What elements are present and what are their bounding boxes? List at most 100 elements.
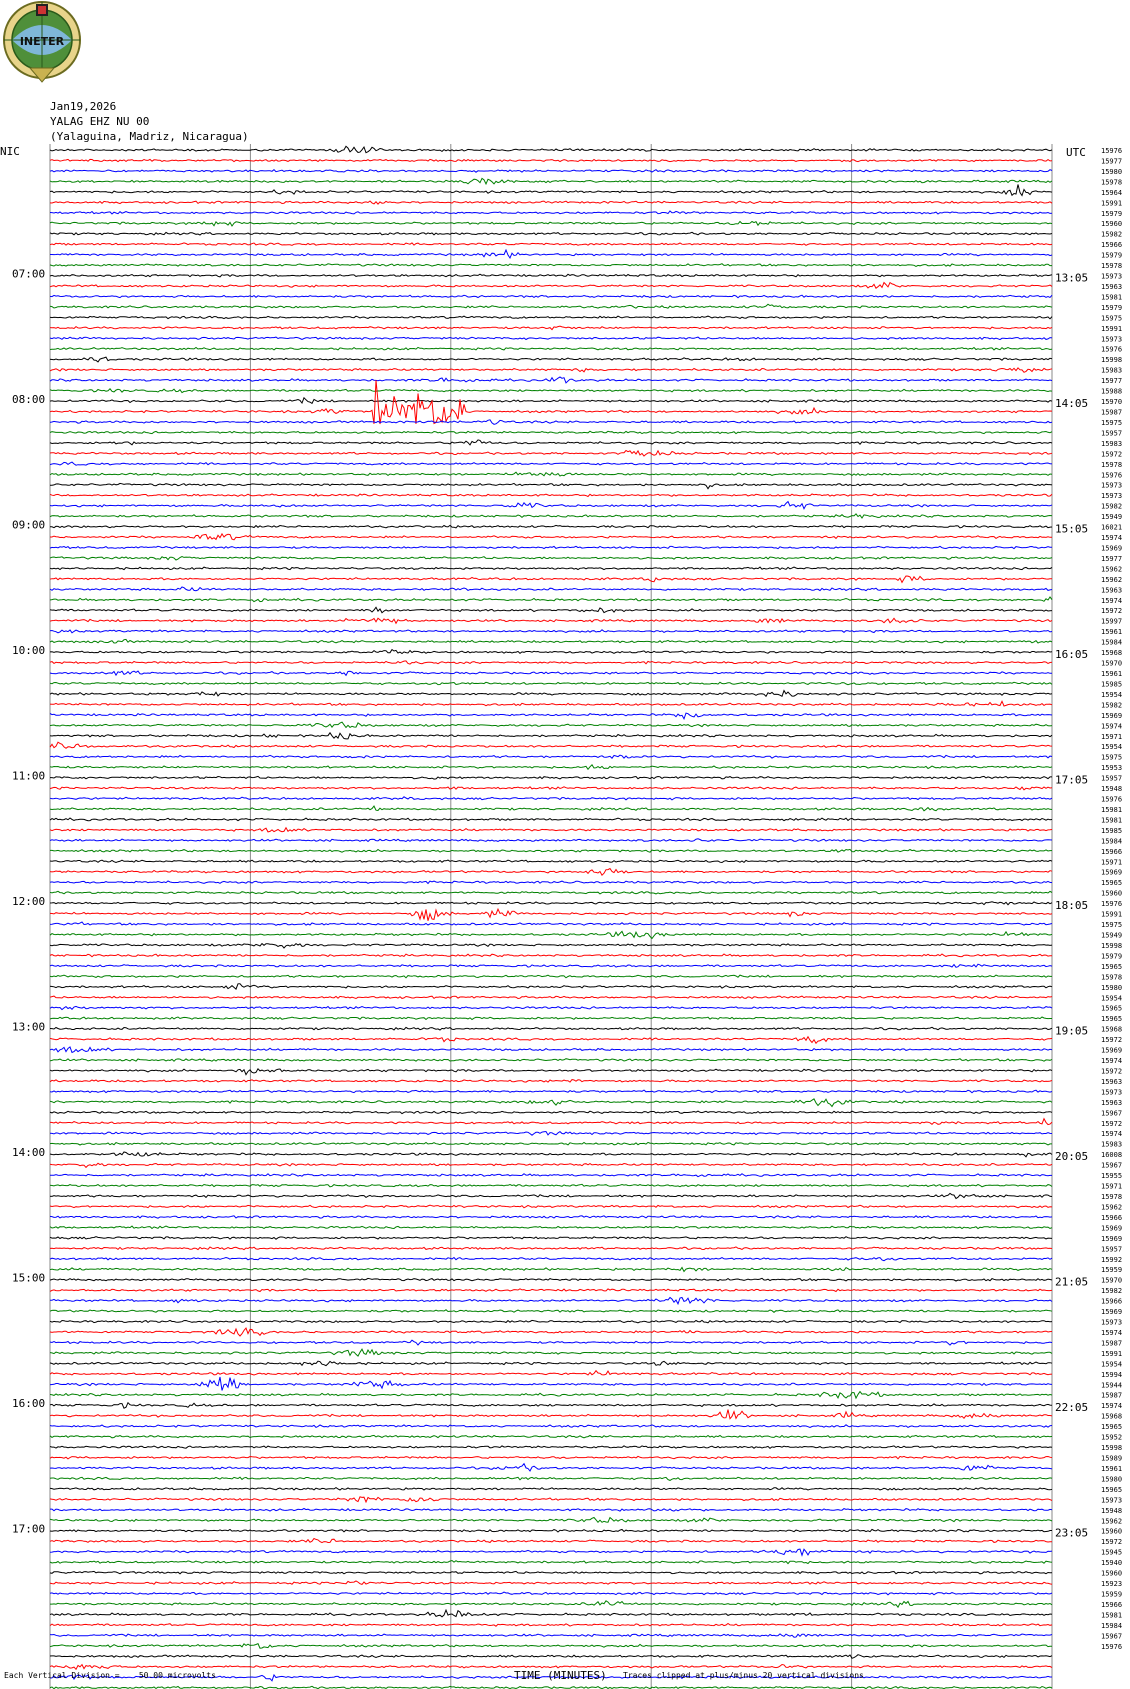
trace-90 — [49, 1089, 1053, 1094]
trace-99 — [49, 1183, 1053, 1188]
trace-value-label: 15944 — [1101, 1381, 1122, 1389]
left-hour-label: 07:00 — [12, 268, 45, 281]
trace-137 — [49, 1580, 1053, 1585]
trace-value-label: 15966 — [1101, 241, 1122, 249]
trace-48 — [49, 648, 1053, 655]
trace-value-label: 15966 — [1101, 1214, 1122, 1222]
trace-131 — [49, 1516, 1053, 1524]
trace-value-label: 15969 — [1101, 869, 1122, 877]
trace-value-label: 15979 — [1101, 304, 1122, 312]
trace-value-label: 15973 — [1101, 1319, 1122, 1327]
trace-value-label: 15959 — [1101, 1590, 1122, 1598]
trace-91 — [49, 1098, 1053, 1108]
trace-value-label: 15960 — [1101, 890, 1122, 898]
trace-42 — [49, 586, 1053, 592]
trace-value-label: 15962 — [1101, 565, 1122, 573]
trace-59 — [49, 764, 1053, 771]
trace-value-label: 15965 — [1101, 963, 1122, 971]
trace-value-label: 15965 — [1101, 1015, 1122, 1023]
trace-value-label: 15975 — [1101, 314, 1122, 322]
trace-value-label: 15953 — [1101, 764, 1122, 772]
trace-value-label: 15994 — [1101, 1371, 1122, 1379]
trace-76 — [49, 942, 1053, 949]
trace-27 — [49, 430, 1053, 435]
left-hour-label: 09:00 — [12, 519, 45, 532]
trace-value-label: 15982 — [1101, 701, 1122, 709]
trace-value-label: 15960 — [1101, 220, 1122, 228]
date-label: Jan19,2026 — [50, 100, 117, 113]
trace-23 — [49, 388, 1053, 394]
trace-136 — [49, 1570, 1052, 1575]
trace-value-label: 15975 — [1101, 419, 1122, 427]
trace-value-label: 15988 — [1101, 388, 1122, 396]
trace-value-label: 15969 — [1101, 544, 1122, 552]
right-hour-label: 17:05 — [1055, 774, 1088, 787]
trace-value-label: 15973 — [1101, 482, 1122, 490]
trace-50 — [49, 670, 1052, 677]
right-hour-label: 15:05 — [1055, 523, 1088, 536]
trace-value-label: 15961 — [1101, 670, 1122, 678]
trace-value-label: 15969 — [1101, 1235, 1122, 1243]
trace-37 — [50, 532, 1053, 541]
trace-114 — [49, 1339, 1053, 1346]
clip-note: Traces clipped at plus/minus 20 vertical… — [623, 1671, 864, 1680]
trace-value-label: 15965 — [1101, 1486, 1122, 1494]
right-hour-label: 23:05 — [1055, 1527, 1088, 1540]
trace-69 — [49, 867, 1053, 877]
plot-labels: 0001020304051597615977159801597815964159… — [0, 145, 1122, 1651]
trace-79 — [49, 974, 1052, 979]
trace-value-label: 15940 — [1101, 1559, 1122, 1567]
trace-47 — [49, 638, 1053, 644]
trace-value-label: 15983 — [1101, 1141, 1122, 1149]
left-zone-label: NIC — [0, 145, 20, 158]
trace-value-label: 15969 — [1101, 1047, 1122, 1055]
trace-value-label: 15979 — [1101, 252, 1122, 260]
trace-64 — [49, 817, 1053, 822]
trace-83 — [49, 1016, 1052, 1021]
trace-value-label: 15983 — [1101, 440, 1122, 448]
left-hour-label: 13:00 — [12, 1021, 45, 1034]
trace-value-label: 15957 — [1101, 429, 1122, 437]
time-gridlines — [49, 144, 1053, 1689]
trace-value-label: 15970 — [1101, 398, 1122, 406]
trace-value-label: 16008 — [1101, 1151, 1122, 1159]
trace-value-label: 15959 — [1101, 1266, 1122, 1274]
trace-68 — [49, 859, 1053, 864]
trace-133 — [49, 1537, 1052, 1544]
left-hour-label: 14:00 — [12, 1146, 45, 1159]
trace-value-label: 15972 — [1101, 1036, 1122, 1044]
trace-73 — [49, 907, 1053, 921]
trace-value-label: 15972 — [1101, 450, 1122, 458]
trace-20 — [49, 356, 1053, 363]
trace-value-label: 15954 — [1101, 691, 1122, 699]
trace-86 — [49, 1046, 1053, 1054]
trace-value-label: 15971 — [1101, 858, 1122, 866]
trace-93 — [49, 1117, 1053, 1126]
trace-51 — [49, 681, 1053, 686]
trace-value-label: 15965 — [1101, 1423, 1122, 1431]
trace-value-label: 15955 — [1101, 1172, 1122, 1180]
trace-value-label: 15973 — [1101, 335, 1122, 343]
trace-value-label: 15998 — [1101, 942, 1122, 950]
trace-value-label: 15998 — [1101, 1444, 1122, 1452]
trace-16 — [49, 315, 1053, 320]
trace-value-label: 15997 — [1101, 618, 1122, 626]
trace-value-label: 15963 — [1101, 1099, 1122, 1107]
trace-value-label: 15954 — [1101, 743, 1122, 751]
trace-122 — [49, 1424, 1053, 1429]
trace-78 — [49, 963, 1053, 968]
left-hour-label: 17:00 — [12, 1523, 45, 1536]
trace-115 — [49, 1348, 1053, 1357]
trace-105 — [49, 1246, 1053, 1251]
trace-value-label: 15974 — [1101, 722, 1122, 730]
trace-value-label: 15976 — [1101, 1643, 1122, 1651]
trace-145 — [49, 1663, 1053, 1671]
trace-112 — [49, 1319, 1053, 1324]
trace-7 — [49, 220, 1053, 227]
trace-81 — [49, 995, 1053, 1000]
trace-value-label: 15977 — [1101, 157, 1122, 165]
trace-value-label: 15970 — [1101, 660, 1122, 668]
trace-55 — [49, 721, 1053, 729]
trace-value-label: 15987 — [1101, 409, 1122, 417]
trace-117 — [49, 1369, 1053, 1376]
